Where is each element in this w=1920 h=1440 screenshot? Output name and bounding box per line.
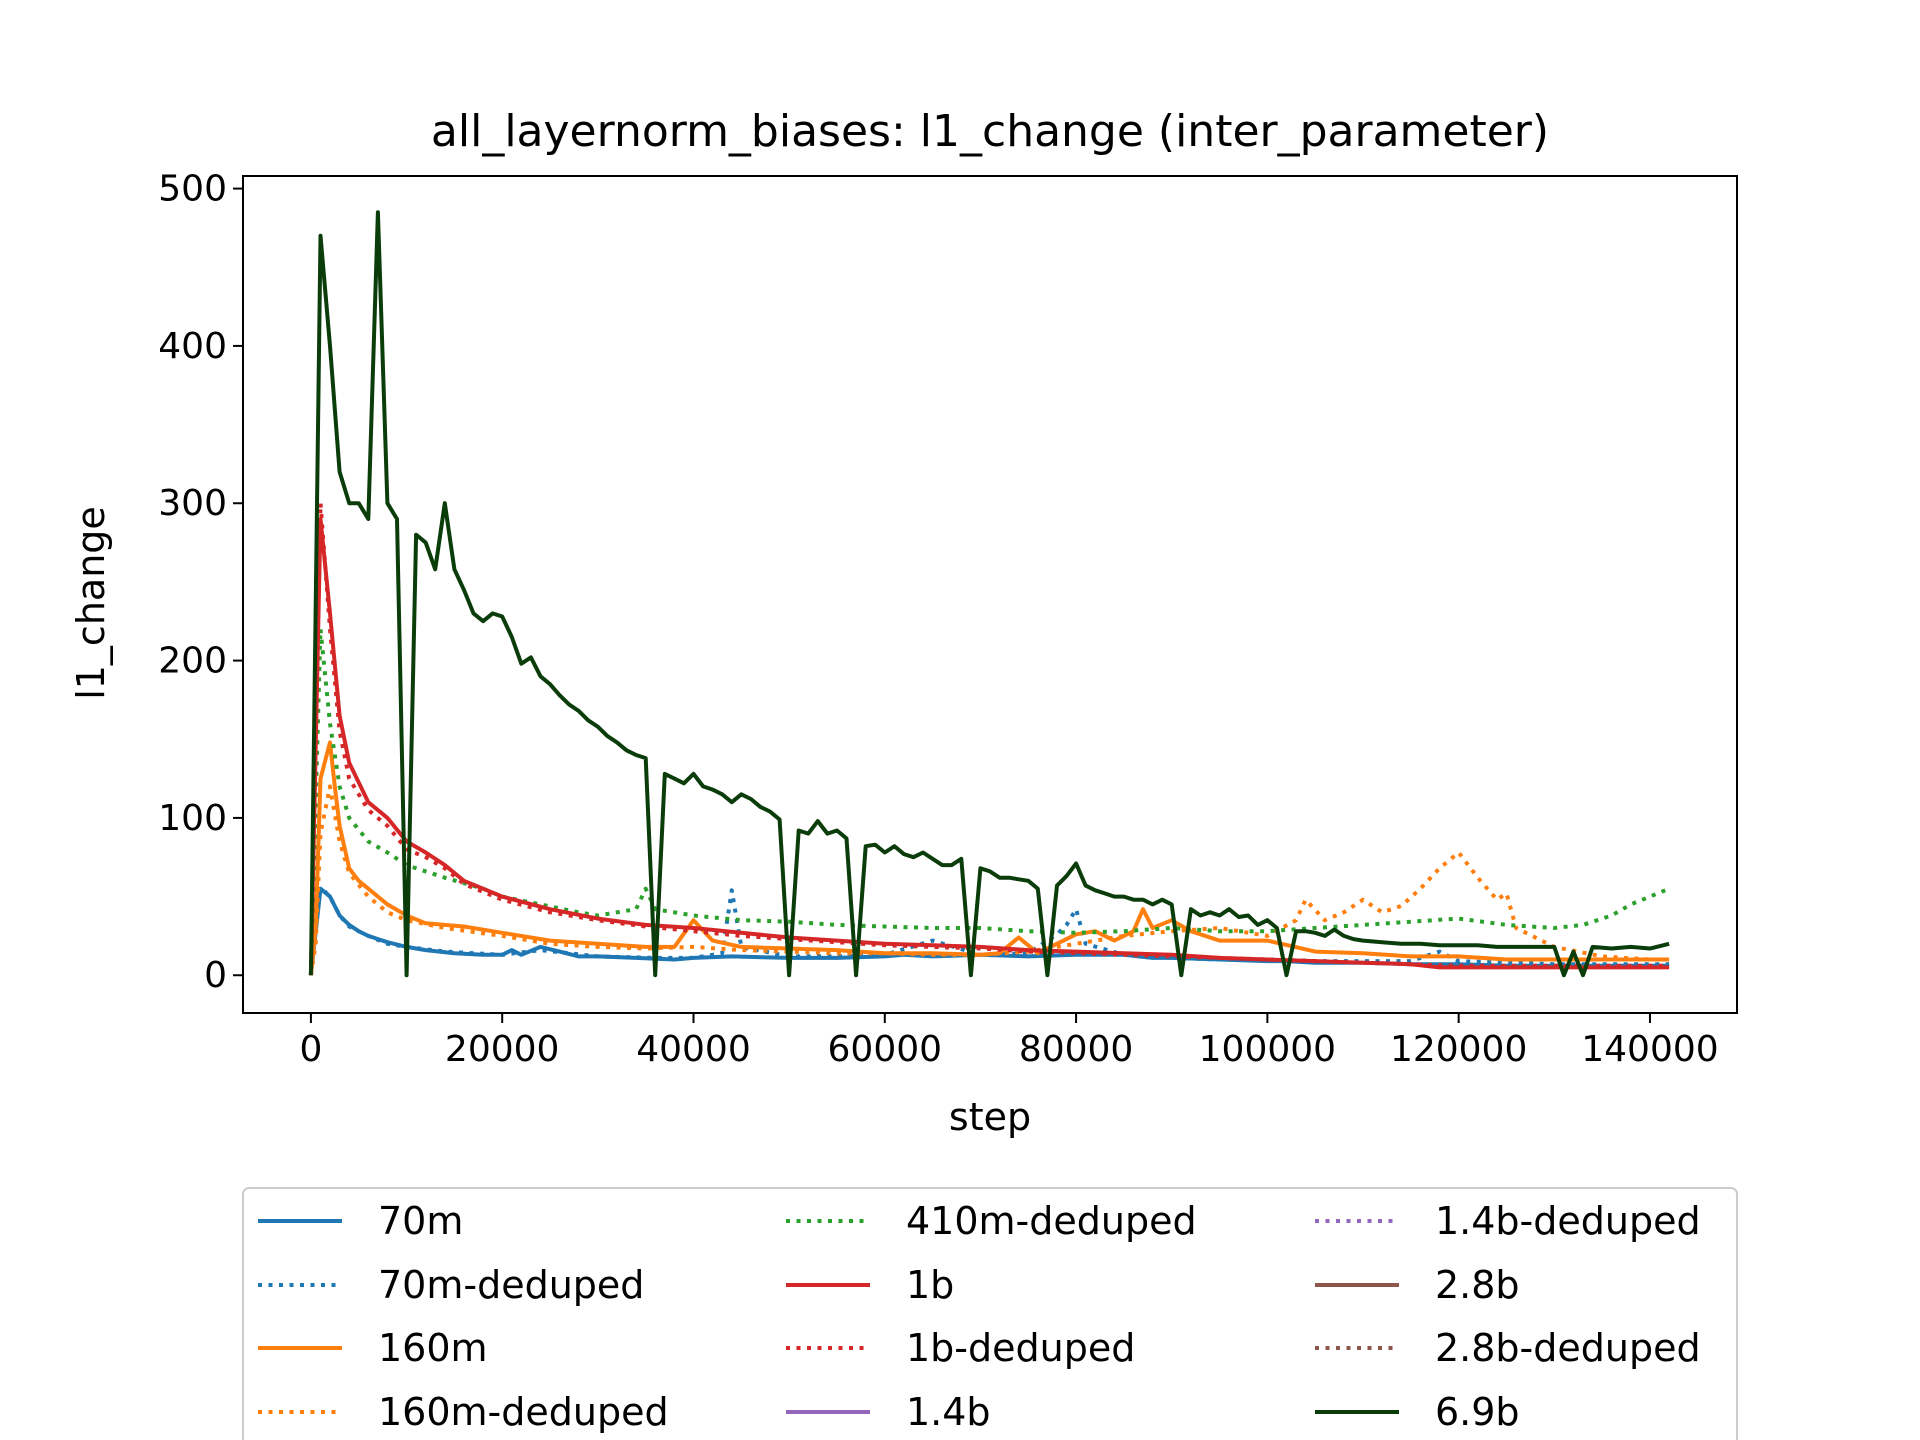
- legend-label: 70m-deduped: [378, 1263, 644, 1307]
- legend-item: 70m-deduped: [258, 1263, 644, 1307]
- legend-label: 1b-deduped: [906, 1326, 1135, 1370]
- legend-item: 6.9b: [1315, 1390, 1520, 1434]
- legend-item: 2.8b: [1315, 1263, 1520, 1307]
- legend-label: 2.8b: [1435, 1263, 1520, 1307]
- legend-label: 1.4b: [906, 1390, 991, 1434]
- legend-label: 6.9b: [1435, 1390, 1520, 1434]
- x-tick-label: 40000: [636, 1029, 751, 1070]
- legend-label: 2.8b-deduped: [1435, 1326, 1701, 1370]
- y-tick-label: 500: [158, 169, 227, 210]
- legend-label: 160m-deduped: [378, 1390, 669, 1434]
- legend-item: 1.4b: [786, 1390, 991, 1434]
- y-tick-label: 200: [158, 641, 227, 682]
- x-tick-label: 60000: [828, 1029, 943, 1070]
- y-tick-label: 0: [204, 955, 227, 996]
- plot-area: 0 20000 40000 60000 80000 100000 120000 140000 0…: [158, 169, 1738, 1070]
- legend: 70m 70m-deduped 160m 160m-deduped 410m-dedup…: [242, 1187, 1738, 1440]
- legend-item: 160m: [258, 1326, 488, 1370]
- series-line-160m: [308, 740, 1670, 976]
- legend-item: 1b: [786, 1263, 954, 1307]
- x-tick-label: 0: [299, 1029, 322, 1070]
- series-lines: [308, 210, 1670, 978]
- y-tick-label: 100: [158, 798, 227, 839]
- y-axis-label: l1_change: [69, 506, 113, 700]
- legend-label: 70m: [378, 1199, 463, 1243]
- x-tick-label: 140000: [1581, 1029, 1718, 1070]
- series-line-1b-deduped: [308, 501, 1670, 976]
- legend-item: 410m-deduped: [786, 1199, 1197, 1243]
- x-tick-label: 80000: [1019, 1029, 1134, 1070]
- x-tick-label: 100000: [1199, 1029, 1336, 1070]
- series-line-1b: [308, 517, 1670, 976]
- legend-label: 410m-deduped: [906, 1199, 1197, 1243]
- plot-frame: [242, 175, 1738, 1014]
- legend-item: 2.8b-deduped: [1315, 1326, 1701, 1370]
- legend-item: 70m: [258, 1199, 463, 1243]
- x-tick-label: 120000: [1390, 1029, 1527, 1070]
- series-line-6-9b: [308, 210, 1670, 978]
- legend-label: 1b: [906, 1263, 954, 1307]
- y-tick-label: 300: [158, 483, 227, 524]
- x-tick-label: 20000: [445, 1029, 560, 1070]
- legend-item: 1b-deduped: [786, 1326, 1135, 1370]
- legend-box: [242, 1187, 1738, 1440]
- x-axis-label: step: [949, 1095, 1031, 1139]
- legend-label: 1.4b-deduped: [1435, 1199, 1701, 1243]
- y-tick-label: 400: [158, 326, 227, 367]
- legend-item: 1.4b-deduped: [1315, 1199, 1701, 1243]
- legend-label: 160m: [378, 1326, 488, 1370]
- legend-item: 160m-deduped: [258, 1390, 669, 1434]
- chart-title: all_layernorm_biases: l1_change (inter_p…: [431, 106, 1549, 157]
- series-line-410m-deduped: [308, 627, 1670, 976]
